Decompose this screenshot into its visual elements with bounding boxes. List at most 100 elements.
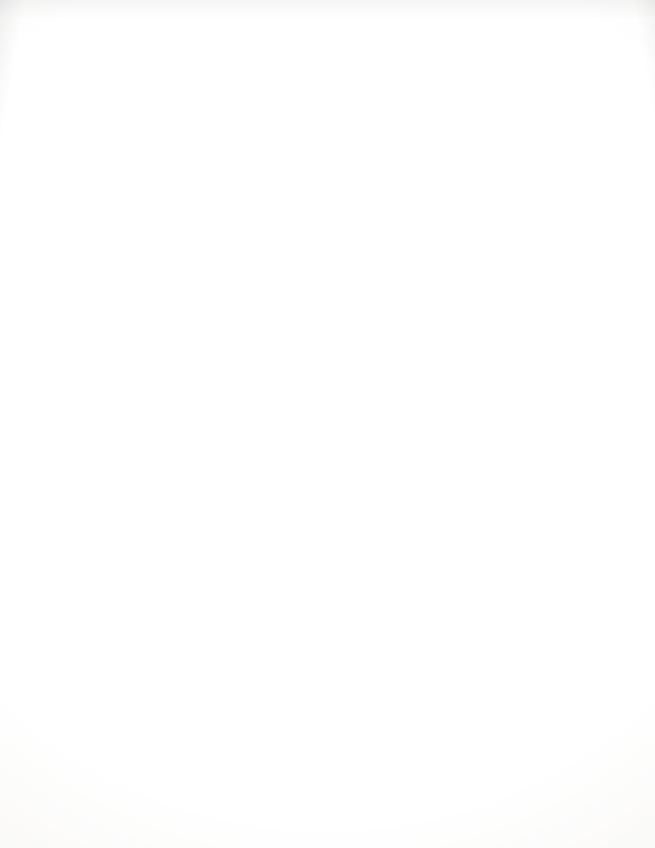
work-cell[interactable] (80, 64, 114, 136)
work-cell[interactable] (179, 276, 213, 348)
work-cell[interactable] (506, 628, 540, 700)
work-cell[interactable] (346, 843, 380, 848)
work-cell[interactable] (146, 205, 180, 278)
work-cell[interactable] (314, 843, 348, 848)
work-cell[interactable] (243, 204, 277, 277)
work-cell[interactable]: Hill House (84, 490, 118, 562)
work-cell[interactable] (403, 61, 437, 133)
work-entry[interactable]: Monumento a Los Caidos (406, 275, 438, 345)
work-cell[interactable] (505, 557, 539, 629)
work-cell[interactable] (473, 628, 507, 701)
work-cell[interactable] (313, 772, 347, 844)
work-cell[interactable] (469, 202, 503, 275)
work-cell[interactable]: Lincoln's Inn Fields (405, 203, 439, 275)
work-cell[interactable] (82, 206, 116, 278)
work-cell[interactable] (442, 771, 476, 843)
work-cell[interactable] (309, 346, 343, 418)
work-cell[interactable] (308, 204, 342, 276)
work-cell[interactable] (502, 202, 536, 274)
work-cell[interactable] (475, 770, 509, 843)
work-cell[interactable]: Escuela de Arte Salon de Te Willow (149, 489, 183, 562)
work-cell[interactable] (310, 417, 344, 489)
work-cell[interactable] (539, 699, 573, 771)
work-cell[interactable] (311, 488, 345, 560)
work-cell[interactable] (276, 275, 310, 347)
work-cell[interactable] (437, 203, 471, 275)
architect-header[interactable]: WILLIAM MORRIS / PHILIP WEBB (568, 337, 596, 487)
work-cell[interactable] (82, 277, 116, 349)
work-cell[interactable] (214, 489, 248, 561)
work-cell[interactable] (372, 203, 406, 276)
work-cell[interactable] (83, 348, 117, 420)
work-cell[interactable]: Biblioteca Ste. Genevieve (341, 275, 375, 347)
work-cell[interactable] (249, 772, 283, 845)
work-cell[interactable] (438, 274, 472, 346)
architect-header[interactable]: JOHN SOANE LONDRES (566, 130, 593, 203)
work-cell[interactable] (274, 62, 308, 134)
work-cell[interactable] (146, 134, 180, 207)
work-cell[interactable] (308, 275, 342, 347)
work-cell[interactable] (179, 205, 213, 277)
work-cell[interactable] (49, 135, 83, 208)
work-cell[interactable] (372, 132, 406, 205)
work-cell[interactable]: Red House (278, 417, 312, 489)
work-cell[interactable] (275, 133, 309, 205)
work-cell[interactable] (280, 701, 314, 773)
work-cell[interactable] (377, 629, 411, 702)
work-cell[interactable] (373, 274, 407, 347)
work-cell[interactable] (443, 842, 477, 848)
work-entry[interactable]: Regent St. Park Village 1811-1826 (469, 61, 501, 131)
work-entry[interactable]: Biblioteca Nacional de Paris (342, 347, 374, 417)
work-entry[interactable]: Parque Guell (88, 775, 120, 845)
work-cell[interactable] (248, 701, 282, 774)
work-cell[interactable] (148, 418, 182, 491)
work-cell[interactable] (339, 133, 373, 205)
work-entry[interactable]: Red House (279, 418, 311, 488)
work-cell[interactable] (49, 206, 83, 279)
work-cell[interactable] (439, 416, 473, 488)
work-cell[interactable] (472, 486, 506, 559)
work-cell[interactable] (506, 699, 540, 771)
work-cell[interactable] (242, 133, 276, 206)
work-cell[interactable] (247, 559, 281, 632)
work-cell[interactable] (410, 700, 443, 772)
work-entry[interactable]: Hill House (85, 491, 117, 561)
work-cell[interactable] (500, 60, 534, 132)
work-cell[interactable] (536, 415, 570, 487)
work-cell[interactable] (81, 135, 115, 207)
work-cell[interactable] (114, 206, 148, 278)
work-cell[interactable] (474, 699, 508, 772)
work-cell[interactable] (147, 276, 181, 349)
work-cell[interactable] (411, 842, 445, 848)
work-cell[interactable] (377, 700, 411, 773)
work-cell[interactable] (275, 204, 309, 276)
work-cell[interactable] (212, 347, 246, 419)
work-cell[interactable] (345, 701, 379, 773)
work-cell[interactable] (538, 628, 572, 700)
work-entry[interactable]: Casa Tassel (215, 561, 247, 631)
work-cell[interactable] (51, 348, 85, 421)
work-entry[interactable]: Casa del Pueblo (151, 561, 183, 631)
work-cell[interactable] (473, 557, 507, 630)
work-cell[interactable] (117, 490, 151, 562)
work-cell[interactable] (217, 844, 251, 848)
architect-header[interactable]: JOHN NASH LONDRES (565, 59, 593, 132)
work-cell[interactable] (148, 347, 182, 420)
work-cell[interactable] (211, 205, 245, 277)
work-entry[interactable]: Cottages (534, 61, 566, 131)
work-cell[interactable] (178, 134, 212, 206)
work-cell[interactable] (117, 561, 151, 633)
architect-header[interactable]: JOSEPH MARIA OLBRICH VIENA (571, 658, 599, 771)
work-cell[interactable] (346, 772, 380, 844)
work-cell[interactable]: Neue Wache Schauspielhaus Altes Museum (406, 345, 440, 417)
work-cell[interactable] (181, 418, 215, 490)
work-cell[interactable]: Crystal Palace (340, 204, 374, 276)
work-cell[interactable] (471, 344, 505, 417)
work-cell[interactable] (185, 844, 219, 848)
work-cell[interactable] (539, 770, 573, 842)
work-entry[interactable]: Neue Wache Schauspielhaus Altes Museum (407, 346, 439, 416)
work-cell[interactable] (471, 415, 505, 488)
work-cell[interactable] (475, 841, 509, 848)
work-cell[interactable] (51, 419, 85, 492)
work-cell[interactable] (409, 629, 443, 701)
